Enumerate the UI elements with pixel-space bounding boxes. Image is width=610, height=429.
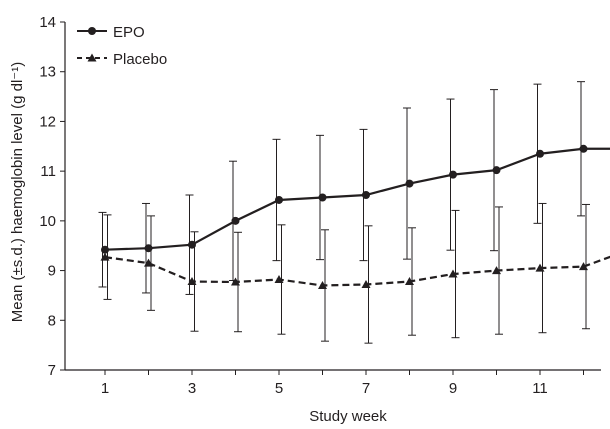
data-point [492, 266, 501, 275]
data-point [144, 258, 153, 267]
legend-epo-marker [88, 27, 96, 35]
y-tick-label: 11 [40, 163, 56, 180]
legend-placebo-marker [87, 53, 97, 62]
data-point [274, 275, 284, 284]
data-point [579, 144, 588, 153]
legend-placebo-label: Placebo [113, 51, 167, 68]
data-point [187, 277, 197, 286]
x-axis-label: Study week [309, 408, 387, 425]
series-line [104, 255, 610, 287]
data-point [405, 277, 414, 286]
x-tick-label: 1 [101, 380, 109, 397]
x-tick-label: 5 [275, 380, 283, 397]
y-tick-label: 12 [39, 113, 56, 130]
y-axis-label: Mean (±s.d.) haemoglobin level (g dl⁻¹) [9, 62, 26, 322]
data-point [318, 193, 327, 202]
y-tick-label: 9 [48, 263, 56, 280]
x-tick-label: 3 [188, 380, 196, 397]
data-point [449, 170, 457, 179]
data-point [492, 166, 501, 175]
x-tick-label: 7 [362, 380, 370, 397]
data-point [579, 262, 588, 271]
legend: EPO Placebo [77, 24, 167, 68]
y-tick-label: 10 [39, 213, 56, 230]
data-point [535, 263, 545, 272]
series-line [104, 147, 610, 251]
data-point [405, 179, 414, 188]
series-placebo [100, 202, 610, 344]
x-tick-label: 9 [449, 380, 457, 397]
data-point [231, 216, 240, 225]
legend-epo-label: EPO [113, 24, 145, 41]
data-point [318, 280, 327, 289]
data-point [448, 269, 458, 278]
series-epo [98, 81, 610, 295]
x-tick-label: 11 [532, 380, 548, 397]
data-point [231, 277, 240, 286]
y-tick-label: 8 [48, 312, 56, 329]
data-point [100, 252, 110, 261]
plot-area [98, 81, 610, 344]
y-tick-label: 14 [39, 14, 56, 31]
data-point [536, 149, 544, 158]
data-point [361, 279, 371, 288]
y-tick-label: 7 [48, 362, 56, 379]
axes: 7891011121314135791113EOTP [39, 14, 601, 397]
data-point [362, 191, 370, 200]
y-tick-label: 13 [39, 64, 56, 81]
data-point [275, 195, 283, 204]
